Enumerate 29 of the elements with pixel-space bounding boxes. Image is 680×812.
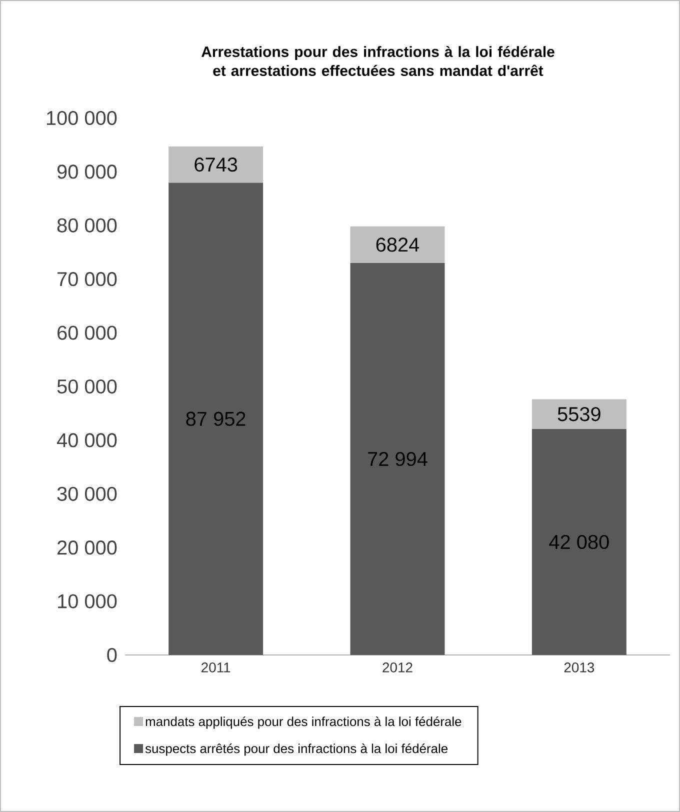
y-tick-label: 40 000: [56, 433, 117, 448]
chart-title: Arrestations pour des infractions à la loi fédérale et arrestations effectuées sans mandat d'arrêt: [201, 46, 554, 76]
data-label: 6824: [376, 238, 420, 252]
y-tick-label: 60 000: [58, 326, 117, 340]
legend-label: mandats appliqués pour des infractions à la loi fédérale: [146, 716, 462, 729]
bar: [350, 226, 445, 264]
y-tick-label: 20 000: [58, 540, 117, 555]
x-tick-label: 2011: [202, 662, 230, 672]
data-label: 6743: [194, 158, 238, 172]
bar: [532, 399, 626, 430]
y-tick-label: 30 000: [57, 486, 117, 501]
bar: [350, 263, 445, 655]
data-label: 42 080: [549, 534, 609, 550]
data-label: 72 994: [368, 452, 428, 466]
y-tick-label: 80 000: [57, 218, 117, 232]
bar: [168, 182, 264, 655]
y-tick-label: 10 000: [58, 594, 117, 608]
bar: [168, 146, 264, 183]
y-tick-label: 100 000: [46, 110, 117, 126]
y-tick-label: 0: [107, 648, 117, 662]
y-tick-label: 50 000: [57, 379, 117, 394]
data-label: 5539: [558, 407, 600, 422]
legend-label: suspects arrêtés pour des infractions à la loi fédérale: [145, 744, 448, 756]
data-label: 87 952: [186, 412, 246, 426]
bar: [532, 429, 626, 655]
y-tick-label: 70 000: [58, 272, 117, 286]
y-tick-label: 90 000: [57, 164, 117, 179]
x-tick-label: 2013: [564, 662, 594, 672]
x-tick-label: 2012: [382, 662, 412, 672]
